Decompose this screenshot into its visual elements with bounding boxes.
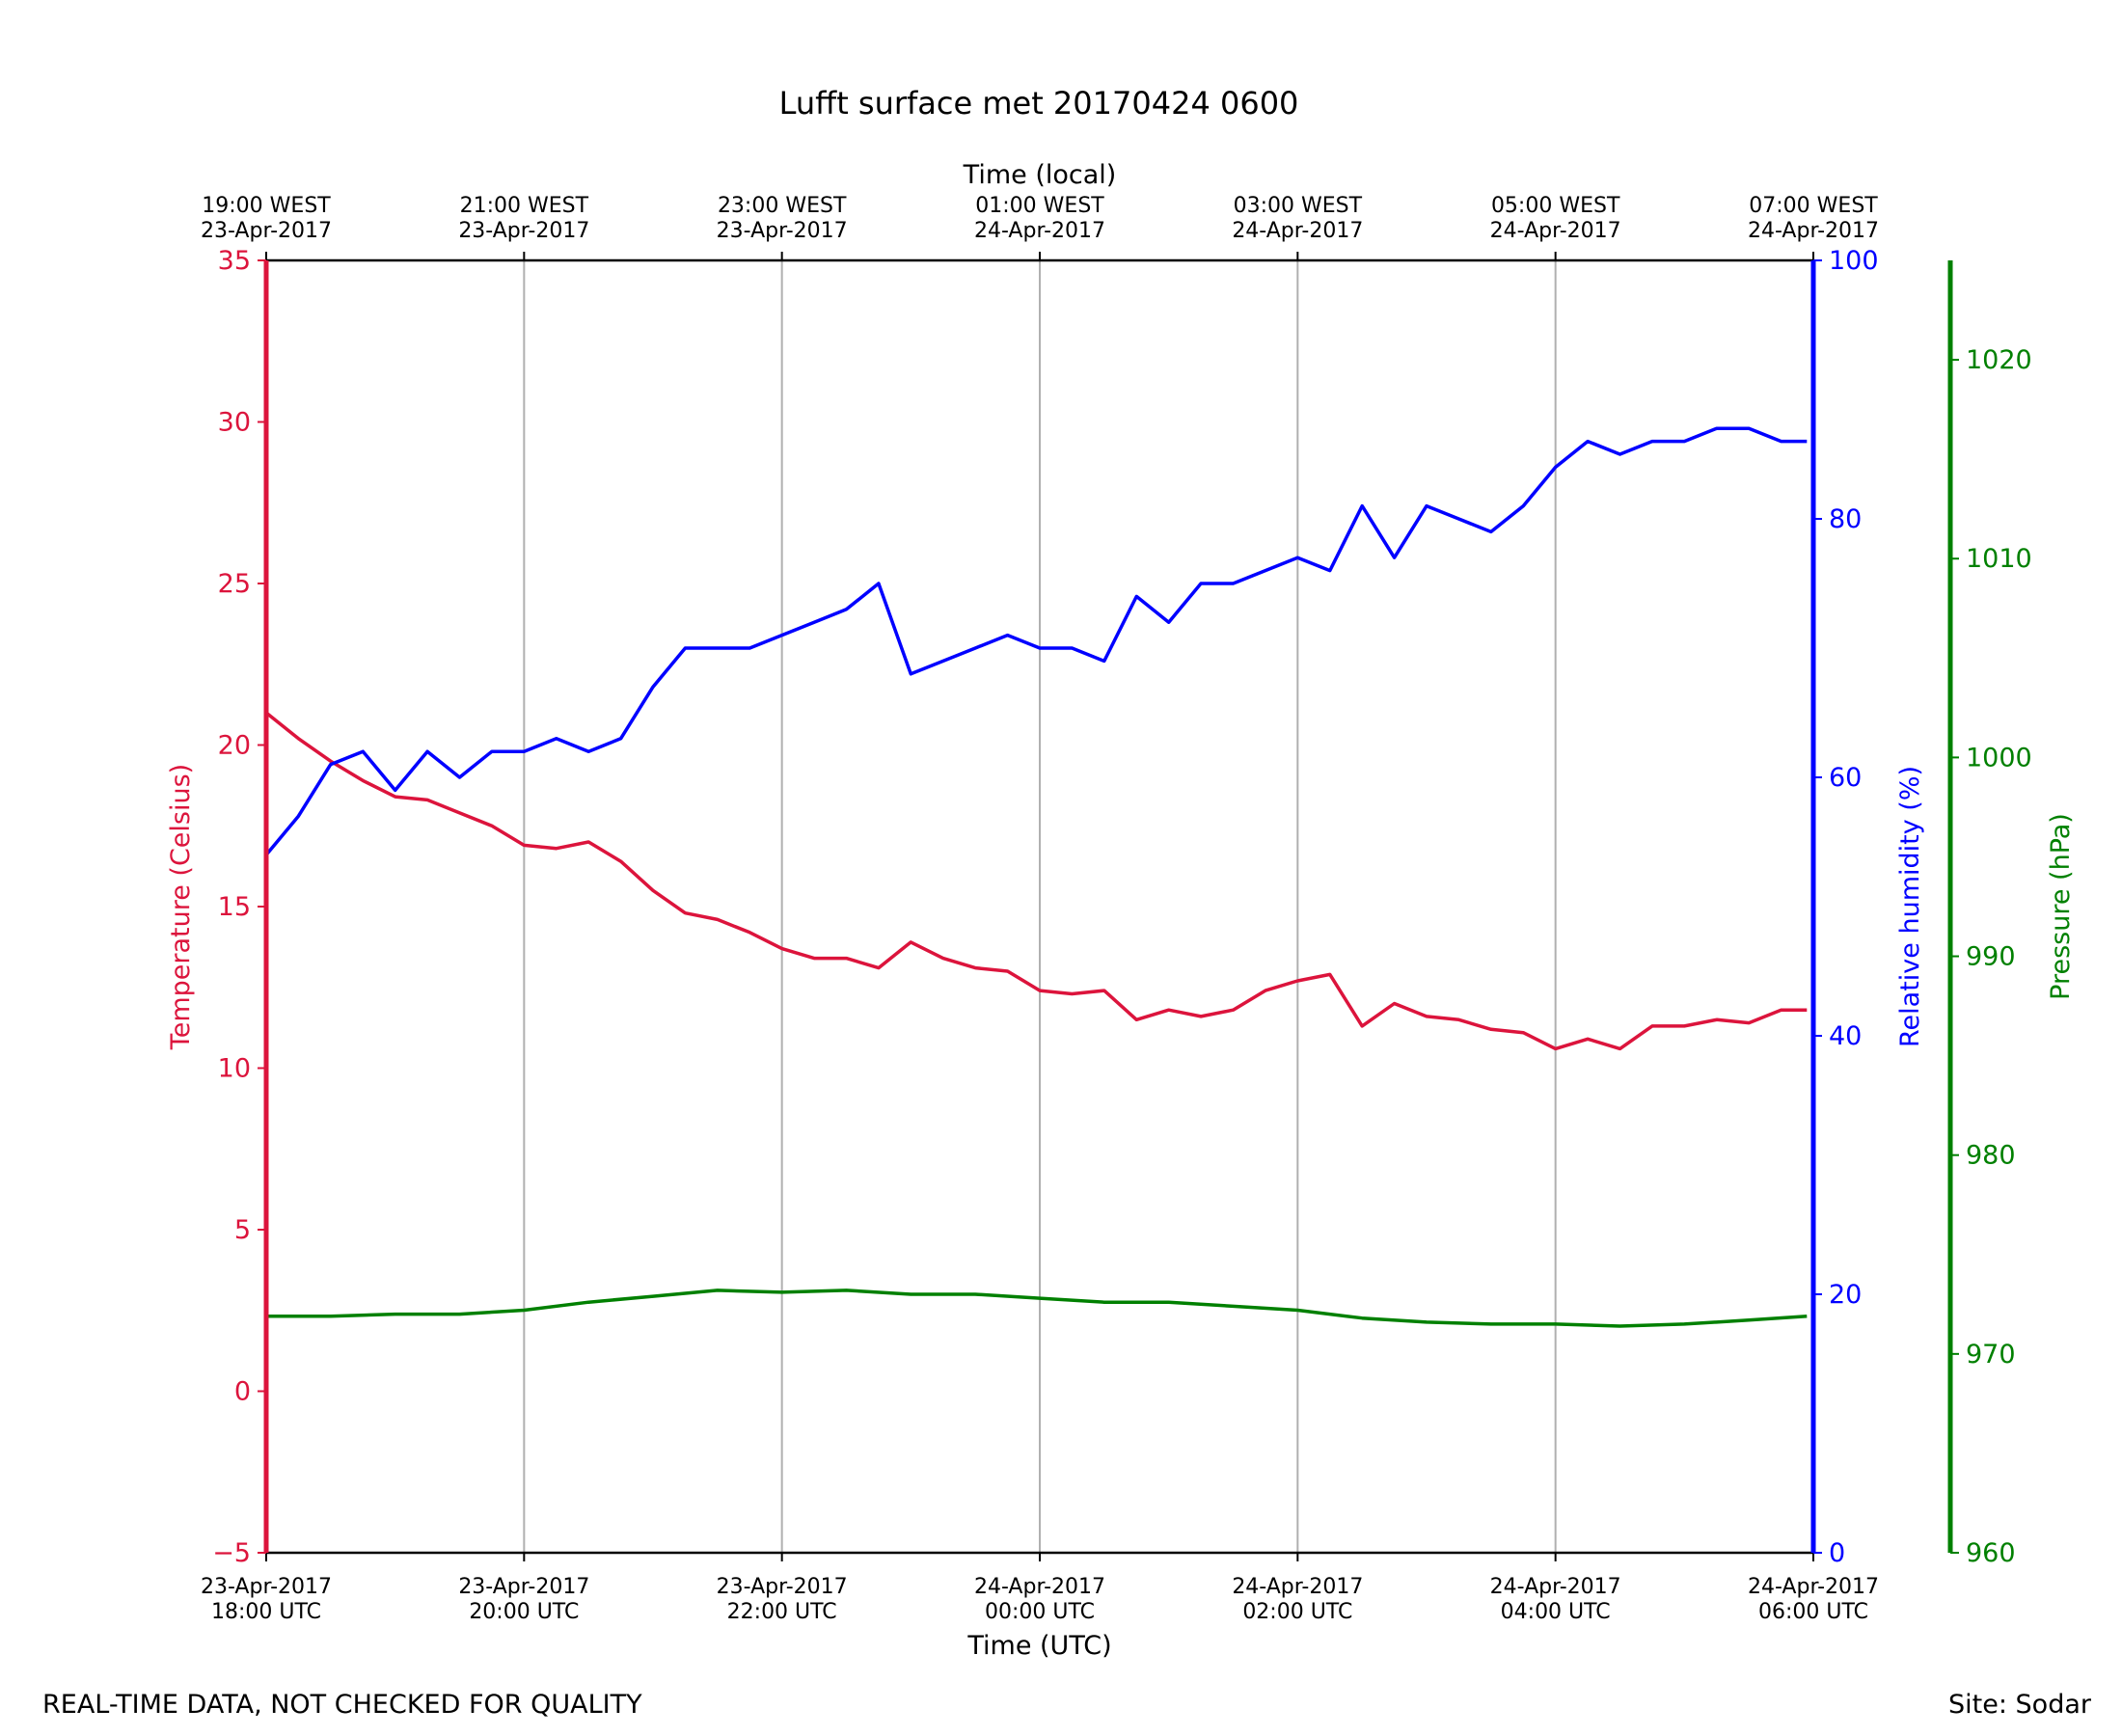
temperature-series-line: [264, 711, 1808, 1051]
x-top-tick-label: 23:00 WEST: [718, 194, 847, 218]
x-tick-label: 24-Apr-2017: [974, 1575, 1105, 1599]
x-top-tick-label: 24-Apr-2017: [1232, 219, 1363, 243]
site-label: Site: Sodar: [1948, 1690, 2092, 1720]
temperature-tick-label: 10: [218, 1054, 251, 1084]
temperature-tick-label: 30: [218, 408, 251, 438]
humidity-axis-title: Relative humidity (%): [1895, 766, 1925, 1047]
x-top-tick-label: 19:00 WEST: [202, 194, 331, 218]
x-tick-label: 24-Apr-2017: [1490, 1575, 1621, 1599]
x-top-tick-label: 24-Apr-2017: [1490, 219, 1621, 243]
humidity-tick-label: 40: [1829, 1021, 1862, 1051]
x-tick-label: 23-Apr-2017: [717, 1575, 848, 1599]
x-top-tick-label: 21:00 WEST: [460, 194, 589, 218]
temperature-tick-label: 5: [234, 1215, 251, 1245]
x-top-tick-label: 23-Apr-2017: [717, 219, 848, 243]
x-axis-title-bottom: Time (UTC): [966, 1631, 1111, 1661]
humidity-tick-label: 80: [1829, 504, 1862, 534]
humidity-tick-label: 60: [1829, 763, 1862, 793]
pressure-tick-label: 980: [1966, 1141, 2016, 1171]
x-tick-label: 24-Apr-2017: [1232, 1575, 1363, 1599]
temperature-tick-label: −5: [212, 1538, 251, 1568]
x-tick-label: 18:00 UTC: [211, 1600, 321, 1624]
x-top-tick-label: 01:00 WEST: [975, 194, 1104, 218]
x-tick-label: 20:00 UTC: [469, 1600, 579, 1624]
gridlines: [523, 260, 1557, 1553]
quality-note: REAL-TIME DATA, NOT CHECKED FOR QUALITY: [42, 1690, 642, 1720]
humidity-axis: 0 20 40 60 80 100: [1810, 246, 1879, 1568]
x-tick-label: 02:00 UTC: [1242, 1600, 1352, 1624]
x-top-tick-label: 23-Apr-2017: [458, 219, 589, 243]
series-lines: [264, 426, 1808, 1328]
x-top-tick-label: 24-Apr-2017: [1748, 219, 1879, 243]
pressure-tick-label: 970: [1966, 1340, 2016, 1370]
temperature-axis: −5 0 5 10 15 20 25 30 35: [212, 246, 269, 1568]
pressure-tick-label: 990: [1966, 942, 2016, 972]
pressure-tick-label: 1000: [1966, 743, 2032, 773]
x-axis-title-top: Time (local): [963, 160, 1117, 190]
humidity-tick-label: 0: [1829, 1538, 1845, 1568]
temperature-tick-label: 25: [218, 569, 251, 599]
x-top-tick-label: 03:00 WEST: [1234, 194, 1363, 218]
temperature-tick-label: 15: [218, 892, 251, 922]
x-tick-label: 22:00 UTC: [727, 1600, 837, 1624]
x-top-tick-label: 24-Apr-2017: [974, 219, 1105, 243]
temperature-tick-label: 0: [234, 1377, 251, 1407]
pressure-series-line: [266, 1288, 1808, 1328]
temperature-tick-label: 35: [218, 246, 251, 276]
x-top-tick-label: 05:00 WEST: [1491, 194, 1620, 218]
humidity-tick-label: 20: [1829, 1280, 1862, 1310]
humidity-series-line: [264, 426, 1808, 856]
temperature-axis-title: Temperature (Celsius): [166, 764, 196, 1050]
x-tick-label: 04:00 UTC: [1501, 1600, 1611, 1624]
x-tick-label: 23-Apr-2017: [458, 1575, 589, 1599]
pressure-tick-label: 1010: [1966, 544, 2032, 574]
pressure-tick-label: 960: [1966, 1538, 2016, 1568]
pressure-axis: 960 970 980 990 1000 1010 1020: [1947, 260, 2032, 1568]
x-tick-label: 24-Apr-2017: [1748, 1575, 1879, 1599]
chart-title: Lufft surface met 20170424 0600: [779, 85, 1299, 122]
pressure-axis-title: Pressure (hPa): [2046, 813, 2076, 1000]
x-top-tick-label: 07:00 WEST: [1749, 194, 1878, 218]
humidity-tick-label: 100: [1829, 246, 1879, 276]
x-tick-label: 00:00 UTC: [985, 1600, 1095, 1624]
pressure-tick-label: 1020: [1966, 345, 2032, 375]
temperature-tick-label: 20: [218, 731, 251, 761]
x-tick-label: 06:00 UTC: [1758, 1600, 1868, 1624]
x-top-tick-label: 23-Apr-2017: [201, 219, 332, 243]
x-tick-label: 23-Apr-2017: [201, 1575, 332, 1599]
